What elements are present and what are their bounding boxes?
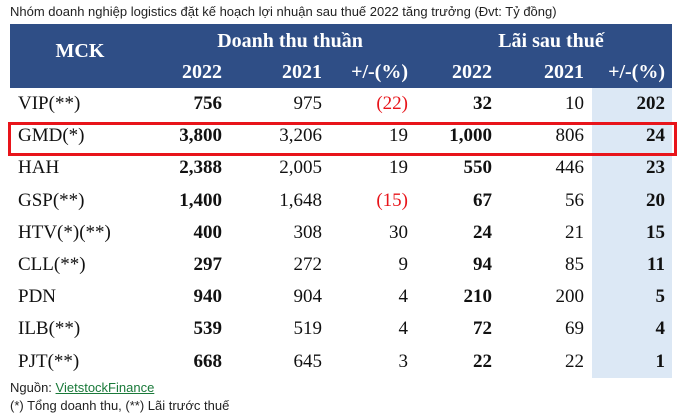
cell: 3,800 xyxy=(179,125,222,147)
row-label: GMD(*) xyxy=(18,125,85,147)
cell: 668 xyxy=(193,350,223,372)
cell: 2,388 xyxy=(179,157,222,179)
caption: Nhóm doanh nghiệp logistics đặt kế hoạch… xyxy=(10,4,557,19)
highlight-column xyxy=(592,88,672,378)
header-group: Doanh thu thuần xyxy=(217,30,363,52)
cell: 3,206 xyxy=(279,125,322,147)
cell: 2,005 xyxy=(279,157,322,179)
header-group: Lãi sau thuế xyxy=(498,30,604,52)
cell: 24 xyxy=(646,125,665,147)
cell: 3 xyxy=(398,350,409,372)
cell: 1,400 xyxy=(179,189,222,211)
cell: (22) xyxy=(376,93,408,114)
cell: 4 xyxy=(398,286,409,308)
cell: 904 xyxy=(293,286,323,308)
row-label: HTV(*)(**) xyxy=(18,221,111,243)
cell: (15) xyxy=(376,189,408,211)
cell: 5 xyxy=(655,286,666,308)
cell: 200 xyxy=(555,286,585,308)
cell: 23 xyxy=(646,157,665,179)
cell: 20 xyxy=(646,189,665,211)
cell: 19 xyxy=(389,157,408,179)
row-label: HAH xyxy=(18,157,60,179)
cell: 19 xyxy=(389,125,408,147)
source: Nguồn: VietstockFinance xyxy=(10,380,154,395)
cell: 550 xyxy=(463,157,493,179)
header-column: 2021 xyxy=(282,61,322,83)
cell: 446 xyxy=(555,157,585,179)
cell: 806 xyxy=(555,125,585,147)
header-column: 2021 xyxy=(544,61,584,83)
row-label: ILB(**) xyxy=(18,318,81,340)
cell: 940 xyxy=(193,286,223,308)
row-label: PJT(**) xyxy=(18,350,80,372)
cell: 756 xyxy=(193,93,223,114)
cell: 69 xyxy=(565,318,584,340)
cell: 72 xyxy=(473,318,492,340)
cell: 297 xyxy=(193,254,223,275)
table-header xyxy=(10,24,672,88)
header-mck: MCK xyxy=(55,40,105,62)
cell: 67 xyxy=(473,189,492,211)
row-label: VIP(**) xyxy=(18,93,81,114)
cell: 645 xyxy=(293,350,323,372)
source-label: Nguồn: xyxy=(10,380,52,395)
row-highlight xyxy=(8,122,677,156)
cell: 400 xyxy=(193,221,223,243)
header-column: 2022 xyxy=(182,61,222,83)
cell: 519 xyxy=(293,318,323,340)
cell: 1,000 xyxy=(449,125,492,147)
cell: 22 xyxy=(473,350,492,372)
cell: 539 xyxy=(193,318,223,340)
cell: 308 xyxy=(293,221,323,243)
cell: 11 xyxy=(647,254,665,275)
header-column: +/-(%) xyxy=(351,61,408,83)
cell: 15 xyxy=(646,221,665,243)
note: (*) Tổng doanh thu, (**) Lãi trước thuế xyxy=(10,398,230,413)
cell: 4 xyxy=(398,318,409,340)
cell: 10 xyxy=(565,93,584,114)
cell: 30 xyxy=(389,221,408,243)
cell: 94 xyxy=(473,254,492,275)
cell: 21 xyxy=(565,221,584,243)
cell: 85 xyxy=(565,254,584,275)
row-label: PDN xyxy=(18,286,57,308)
cell: 210 xyxy=(463,286,493,308)
cell: 272 xyxy=(293,254,323,275)
cell: 9 xyxy=(398,254,409,275)
header-column: +/-(%) xyxy=(608,61,665,83)
cell: 32 xyxy=(473,93,492,114)
cell: 975 xyxy=(293,93,323,114)
cell: 1 xyxy=(655,350,666,372)
cell: 22 xyxy=(565,350,584,372)
row-label: GSP(**) xyxy=(18,189,85,211)
cell: 202 xyxy=(636,93,666,114)
cell: 1,648 xyxy=(279,189,322,211)
cell: 4 xyxy=(655,318,666,340)
header-column: 2022 xyxy=(452,61,492,83)
cell: 24 xyxy=(473,221,492,243)
source-link[interactable]: VietstockFinance xyxy=(55,380,155,395)
row-label: CLL(**) xyxy=(18,254,86,275)
cell: 56 xyxy=(565,189,584,211)
